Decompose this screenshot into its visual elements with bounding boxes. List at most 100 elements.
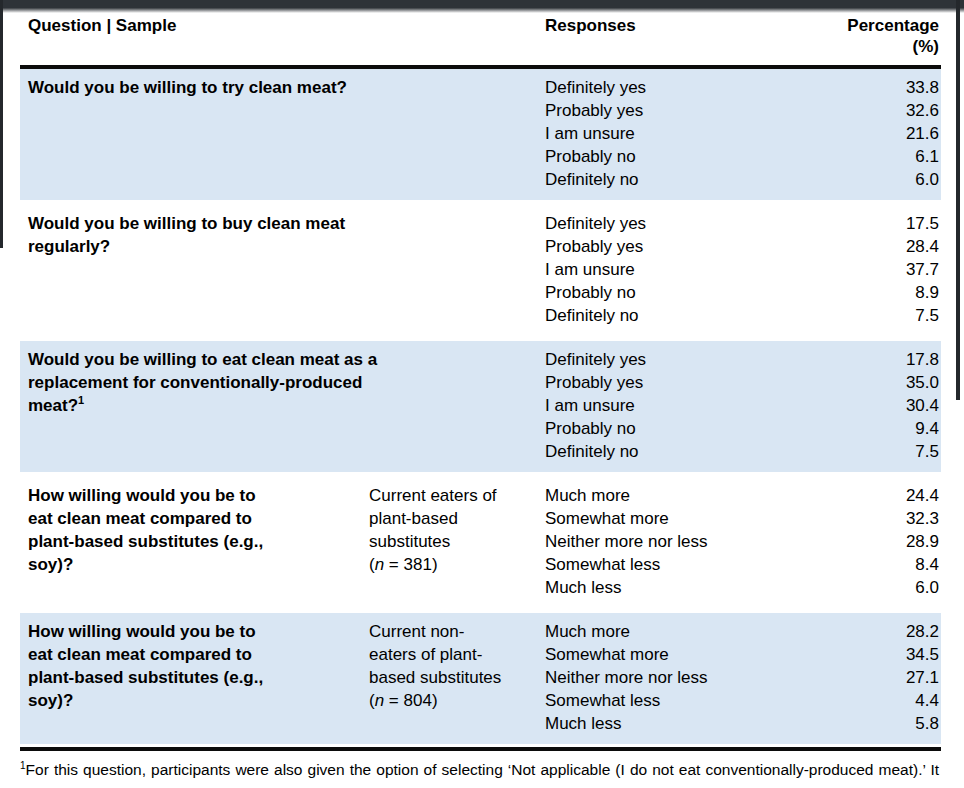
percentage-value: 28.4 <box>821 235 939 258</box>
response-label: Somewhat less <box>545 553 821 576</box>
percentage-cell: 17.8 35.0 30.4 9.4 7.5 <box>821 348 941 463</box>
header-percentage: Percentage (%) <box>821 15 941 57</box>
question-cell: Would you be willing to eat clean meat a… <box>20 348 541 463</box>
percentage-value: 6.1 <box>821 145 939 168</box>
footnote-marker: 1 <box>78 394 84 406</box>
percentage-value: 35.0 <box>821 371 939 394</box>
percentage-value: 21.6 <box>821 122 939 145</box>
table-footnote: 1For this question, participants were al… <box>20 751 941 788</box>
response-label: Definitely no <box>545 304 821 327</box>
question-text: Would you be willing to buy clean meat <box>28 212 541 235</box>
paper-table-page: Question | Sample Responses Percentage (… <box>0 0 964 788</box>
sample-text: Current non- <box>369 620 541 643</box>
table-row: How willing would you be to eat clean me… <box>20 477 941 608</box>
response-label: Probably no <box>545 417 821 440</box>
percentage-value: 6.0 <box>821 576 939 599</box>
table-header-row: Question | Sample Responses Percentage (… <box>20 0 941 65</box>
percentage-value: 8.9 <box>821 281 939 304</box>
response-label: Much less <box>545 712 821 735</box>
sample-cell: Current non- eaters of plant- based subs… <box>361 620 541 735</box>
percentage-value: 7.5 <box>821 304 939 327</box>
response-label: Definitely yes <box>545 76 821 99</box>
response-label: Much more <box>545 620 821 643</box>
response-label: Much less <box>545 576 821 599</box>
question-text: regularly? <box>28 235 541 258</box>
survey-table: Question | Sample Responses Percentage (… <box>20 0 941 788</box>
percentage-value: 34.5 <box>821 643 939 666</box>
sample-text: substitutes <box>369 530 541 553</box>
percentage-value: 17.5 <box>821 212 939 235</box>
question-text: plant-based substitutes (e.g., <box>28 666 361 689</box>
question-cell: Would you be willing to try clean meat? <box>20 76 541 191</box>
response-label: I am unsure <box>545 122 821 145</box>
response-label: Definitely yes <box>545 348 821 371</box>
percentage-value: 7.5 <box>821 440 939 463</box>
responses-cell: Definitely yes Probably yes I am unsure … <box>541 76 821 191</box>
sample-text: based substitutes <box>369 666 541 689</box>
responses-cell: Much more Somewhat more Neither more nor… <box>541 620 821 735</box>
percentage-value: 32.6 <box>821 99 939 122</box>
question-text: replacement for conventionally-produced <box>28 371 541 394</box>
question-cell: How willing would you be to eat clean me… <box>20 620 361 735</box>
response-label: Probably yes <box>545 371 821 394</box>
sample-text: eaters of plant- <box>369 643 541 666</box>
question-text: soy)? <box>28 553 361 576</box>
header-question-sample: Question | Sample <box>20 15 541 57</box>
response-label: Neither more nor less <box>545 666 821 689</box>
percentage-value: 30.4 <box>821 394 939 417</box>
sample-cell: Current eaters of plant-based substitute… <box>361 484 541 599</box>
question-text: Would you be willing to eat clean meat a… <box>28 348 541 371</box>
response-label: Neither more nor less <box>545 530 821 553</box>
table-row: Would you be willing to buy clean meat r… <box>20 205 941 336</box>
percentage-value: 37.7 <box>821 258 939 281</box>
response-label: Definitely yes <box>545 212 821 235</box>
table-row: Would you be willing to try clean meat? … <box>20 69 941 200</box>
response-label: Probably yes <box>545 99 821 122</box>
sample-text: plant-based <box>369 507 541 530</box>
percentage-cell: 17.5 28.4 37.7 8.9 7.5 <box>821 212 941 327</box>
page-right-edge <box>956 0 960 400</box>
response-label: Definitely no <box>545 440 821 463</box>
percentage-cell: 24.4 32.3 28.9 8.4 6.0 <box>821 484 941 599</box>
response-label: Somewhat less <box>545 689 821 712</box>
percentage-value: 8.4 <box>821 553 939 576</box>
question-cell: Would you be willing to buy clean meat r… <box>20 212 541 327</box>
percentage-value: 33.8 <box>821 76 939 99</box>
question-text: Would you be willing to try clean meat? <box>28 76 541 99</box>
question-text: eat clean meat compared to <box>28 507 361 530</box>
percentage-cell: 33.8 32.6 21.6 6.1 6.0 <box>821 76 941 191</box>
responses-cell: Definitely yes Probably yes I am unsure … <box>541 212 821 327</box>
percentage-value: 32.3 <box>821 507 939 530</box>
percentage-value: 9.4 <box>821 417 939 440</box>
percentage-value: 27.1 <box>821 666 939 689</box>
percentage-value: 28.2 <box>821 620 939 643</box>
response-label: I am unsure <box>545 394 821 417</box>
percentage-cell: 28.2 34.5 27.1 4.4 5.8 <box>821 620 941 735</box>
percentage-value: 4.4 <box>821 689 939 712</box>
question-text: How willing would you be to <box>28 484 361 507</box>
percentage-value: 6.0 <box>821 168 939 191</box>
response-label: Probably yes <box>545 235 821 258</box>
response-label: Somewhat more <box>545 643 821 666</box>
footnote-text: For this question, participants were als… <box>20 761 939 788</box>
response-label: Definitely no <box>545 168 821 191</box>
response-label: Probably no <box>545 145 821 168</box>
question-cell: How willing would you be to eat clean me… <box>20 484 361 599</box>
responses-cell: Definitely yes Probably yes I am unsure … <box>541 348 821 463</box>
response-label: Much more <box>545 484 821 507</box>
table-row: Would you be willing to eat clean meat a… <box>20 341 941 472</box>
question-text: How willing would you be to <box>28 620 361 643</box>
question-text: meat?1 <box>28 394 541 417</box>
table-row: How willing would you be to eat clean me… <box>20 613 941 744</box>
responses-cell: Much more Somewhat more Neither more nor… <box>541 484 821 599</box>
sample-text: Current eaters of <box>369 484 541 507</box>
response-label: Probably no <box>545 281 821 304</box>
percentage-value: 17.8 <box>821 348 939 371</box>
response-label: Somewhat more <box>545 507 821 530</box>
sample-n: (n = 381) <box>369 553 541 576</box>
percentage-value: 5.8 <box>821 712 939 735</box>
question-text: eat clean meat compared to <box>28 643 361 666</box>
header-responses: Responses <box>541 15 821 57</box>
page-left-edge <box>0 0 3 248</box>
percentage-value: 24.4 <box>821 484 939 507</box>
